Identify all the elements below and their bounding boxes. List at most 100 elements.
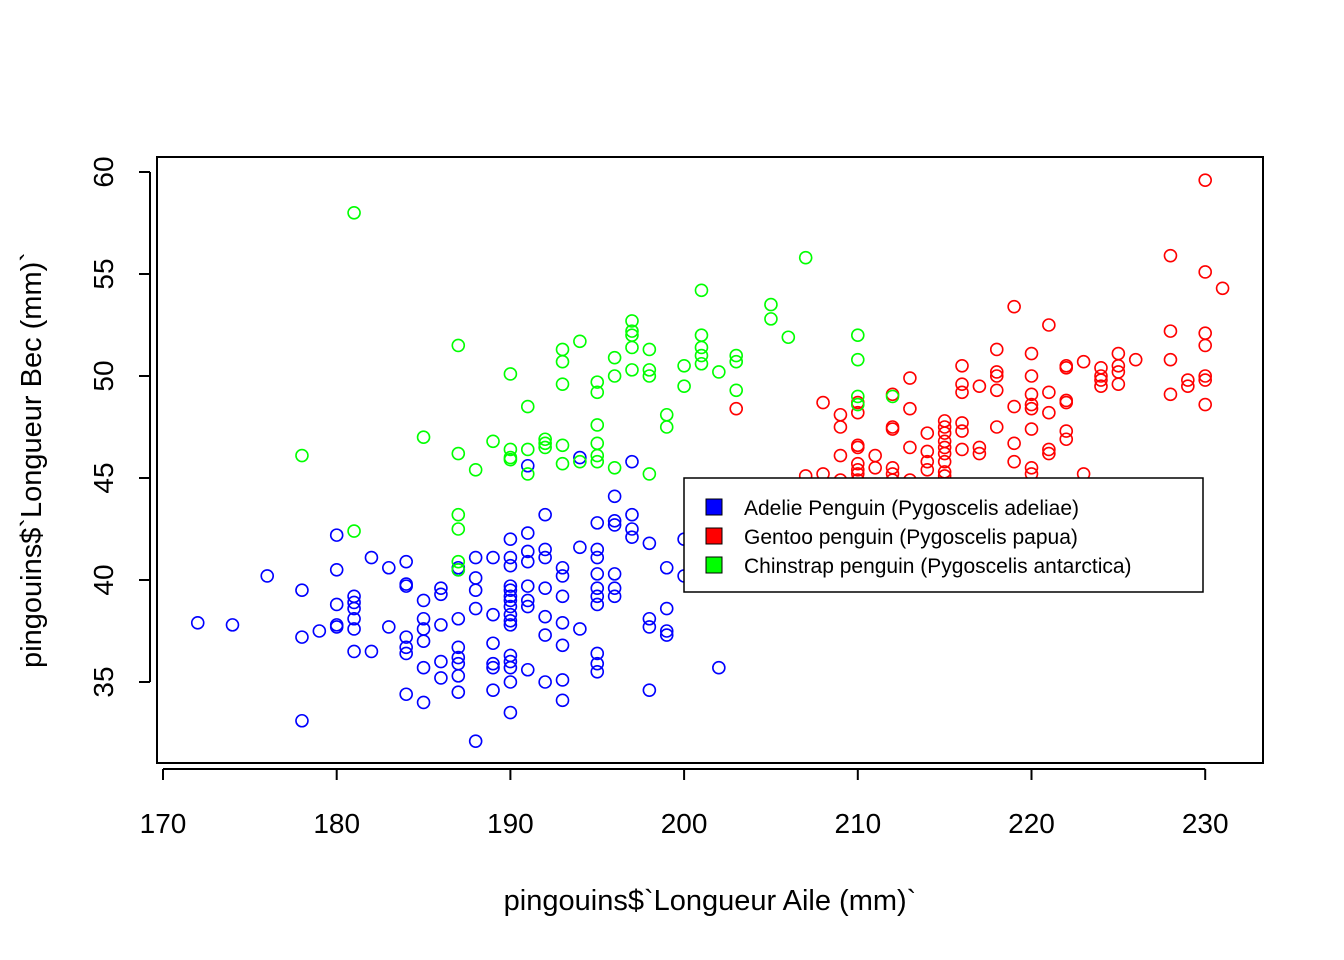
data-point	[347, 595, 361, 610]
data-point	[329, 597, 344, 612]
data-point	[399, 687, 413, 702]
data-point	[1007, 454, 1021, 469]
data-point	[989, 369, 1004, 383]
data-point	[937, 426, 952, 440]
data-point	[1094, 369, 1108, 383]
data-point	[347, 524, 361, 538]
data-point	[642, 363, 657, 377]
data-point	[1094, 379, 1108, 394]
data-point	[1059, 424, 1074, 438]
data-point	[486, 636, 500, 651]
data-point	[729, 354, 744, 369]
data-point	[989, 383, 1004, 398]
data-point	[1198, 397, 1212, 412]
data-point	[364, 550, 379, 565]
y-tick-label: 45	[88, 462, 119, 493]
data-point	[850, 405, 865, 420]
data-point	[1024, 369, 1039, 383]
data-point	[1198, 173, 1212, 187]
data-point	[538, 440, 552, 455]
data-point	[295, 448, 309, 463]
x-tick-label: 190	[487, 808, 534, 839]
legend-label: Chinstrap penguin (Pygoscelis antarctica…	[744, 555, 1132, 578]
data-point	[503, 367, 518, 381]
data-point	[850, 397, 865, 412]
data-point	[295, 713, 309, 728]
data-point	[729, 383, 744, 398]
data-point	[555, 438, 570, 453]
data-point	[920, 426, 935, 440]
data-point	[451, 507, 466, 522]
data-point	[538, 507, 552, 522]
data-point	[1163, 387, 1178, 402]
data-point	[955, 416, 969, 430]
data-point	[972, 379, 987, 394]
data-point	[416, 611, 431, 626]
data-point	[434, 581, 448, 595]
data-point	[659, 624, 674, 638]
data-point	[503, 550, 518, 565]
data-point	[573, 334, 587, 349]
data-point	[1198, 265, 1212, 279]
plot-frame	[156, 156, 1264, 764]
data-point	[590, 550, 605, 565]
data-point	[486, 683, 500, 697]
data-point	[555, 342, 570, 357]
data-point	[1042, 442, 1056, 457]
x-tick-label: 170	[140, 808, 187, 839]
data-point	[503, 618, 518, 632]
data-point	[434, 618, 448, 632]
data-point	[416, 695, 431, 710]
data-point	[955, 385, 969, 400]
data-point	[868, 448, 882, 463]
data-point	[555, 354, 570, 369]
data-point	[590, 589, 605, 604]
data-point	[850, 328, 865, 343]
y-axis: 35 40 45 50 55 60	[88, 156, 151, 698]
data-point	[590, 436, 605, 451]
data-point	[555, 569, 570, 583]
data-point	[1042, 318, 1056, 332]
data-point	[468, 734, 483, 748]
data-point	[503, 532, 518, 547]
data-point	[903, 371, 917, 385]
data-point	[1181, 373, 1195, 387]
data-point	[764, 297, 778, 312]
y-tick-label: 40	[88, 564, 119, 595]
data-point	[1198, 369, 1212, 383]
data-point	[1111, 377, 1126, 391]
data-point	[260, 569, 275, 583]
data-point	[955, 377, 969, 391]
data-point	[503, 607, 518, 622]
data-point	[642, 342, 657, 357]
data-point	[468, 463, 483, 477]
data-point	[1198, 326, 1212, 340]
data-point	[1215, 281, 1230, 296]
data-point	[659, 420, 674, 434]
data-point	[382, 560, 396, 575]
data-point	[329, 528, 344, 542]
data-point	[1042, 446, 1056, 461]
data-point	[625, 340, 639, 355]
data-point	[295, 630, 309, 644]
data-point	[833, 448, 848, 463]
data-point	[451, 669, 466, 683]
data-point	[607, 589, 622, 604]
data-point	[416, 593, 431, 608]
data-point	[1024, 387, 1039, 402]
data-point	[642, 536, 657, 551]
legend-swatch	[705, 527, 723, 545]
data-point	[520, 442, 535, 457]
data-point	[503, 599, 518, 614]
x-axis: 170 180 190 200 210 220 230	[140, 768, 1229, 839]
data-point	[1059, 432, 1074, 447]
data-point	[937, 446, 952, 461]
y-tick-label: 35	[88, 666, 119, 697]
x-tick-label: 180	[313, 808, 360, 839]
data-point	[520, 593, 535, 608]
data-point	[833, 407, 848, 422]
data-point	[642, 683, 657, 697]
data-point	[642, 611, 657, 626]
data-point	[520, 467, 535, 481]
data-point	[1059, 361, 1074, 375]
